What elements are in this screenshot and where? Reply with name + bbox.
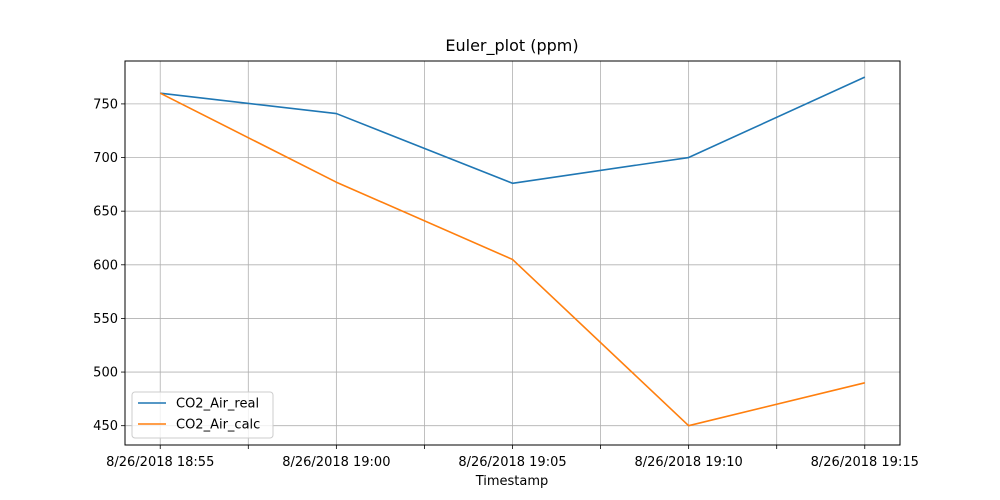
legend-label: CO2_Air_calc [176,418,260,433]
y-tick-label: 500 [93,366,118,381]
y-axis: 450 500 550 600 650 700 750 [93,97,125,434]
series-line-CO2_Air_real [160,76,866,185]
y-tick-label: 750 [93,97,118,112]
chart-title: Euler_plot (ppm) [445,36,578,56]
legend-box [131,391,274,439]
grid-lines [125,61,900,445]
x-tick-label: 8/26/2018 19:00 [282,455,390,470]
x-tick-label: 8/26/2018 19:05 [458,455,566,470]
legend: CO2_Air_real CO2_Air_calc [131,391,274,439]
y-tick-label: 700 [93,151,118,166]
x-axis-label: Timestamp [475,474,549,489]
series-lines [159,76,866,427]
x-tick-label: 8/26/2018 19:15 [811,455,919,470]
series-line-CO2_Air_calc [159,92,865,427]
x-tick-label: 8/26/2018 18:55 [106,455,214,470]
legend-label: CO2_Air_real [176,397,259,412]
y-tick-label: 650 [93,205,118,220]
y-tick-label: 600 [93,258,118,273]
y-tick-label: 550 [93,312,118,327]
y-tick-label: 450 [93,419,118,434]
x-tick-label: 8/26/2018 19:10 [635,455,743,470]
x-axis: 8/26/2018 18:55 8/26/2018 19:00 8/26/2018 … [106,445,919,470]
